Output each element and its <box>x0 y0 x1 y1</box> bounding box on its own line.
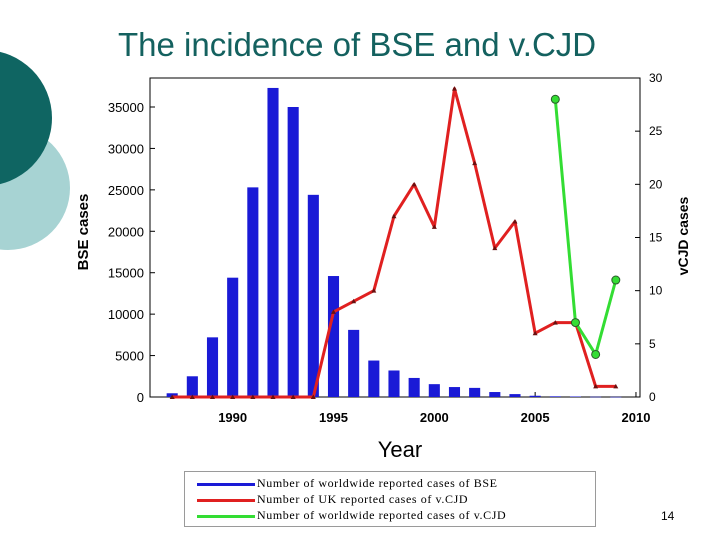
uk-vcjd-point <box>290 394 296 399</box>
world-vcjd-point <box>550 94 560 104</box>
bse-bar <box>428 384 440 397</box>
uk-vcjd-point <box>431 224 437 229</box>
y-left-tick-label: 0 <box>137 390 144 405</box>
bse-bar <box>287 107 299 397</box>
legend-item-uk-vcjd: Number of UK reported cases of v.CJD <box>185 492 595 508</box>
uk-vcjd-point <box>451 86 457 91</box>
bse-bar <box>227 277 239 397</box>
uk-vcjd-point <box>512 219 518 224</box>
legend-swatch-uk-vcjd <box>197 499 255 502</box>
uk-vcjd-point <box>472 160 478 166</box>
y-right-tick-label: 5 <box>649 337 656 351</box>
legend-label-world-vcjd: Number of worldwide reported cases of v.… <box>257 508 507 522</box>
y-left-tick-label: 25000 <box>108 183 144 198</box>
uk-vcjd-point <box>330 309 336 314</box>
bse-bar <box>590 396 602 398</box>
y-right-tick-label: 15 <box>649 231 663 245</box>
x-tick-label: 1990 <box>218 410 247 425</box>
uk-vcjd-point <box>230 394 236 399</box>
uk-vcjd-point <box>391 213 397 219</box>
legend-swatch-bse <box>197 483 255 486</box>
uk-vcjd-point <box>613 383 619 389</box>
y-right-tick-label: 0 <box>649 390 656 404</box>
world-vcjd-point <box>611 275 621 285</box>
bse-bar <box>307 194 319 397</box>
y-left-tick-label: 5000 <box>115 349 144 364</box>
uk-vcjd-point <box>593 383 599 389</box>
decor-dark-circle <box>0 51 52 185</box>
y-right-tick-label: 30 <box>649 71 663 85</box>
bse-bar <box>610 396 622 398</box>
bse-bar <box>368 360 380 397</box>
uk-vcjd-point <box>552 320 558 325</box>
legend-swatch-world-vcjd <box>197 515 255 518</box>
legend-item-world-vcjd: Number of worldwide reported cases of v.… <box>185 508 595 524</box>
bse-bar <box>327 276 340 397</box>
legend-label-bse: Number of worldwide reported cases of BS… <box>257 476 498 490</box>
y-left-tick-label: 30000 <box>108 141 144 156</box>
uk-vcjd-point <box>210 394 216 399</box>
bse-bar <box>489 392 501 397</box>
legend-item-bse: Number of worldwide reported cases of BS… <box>185 476 595 492</box>
bse-bar <box>247 187 259 397</box>
bse-bar <box>509 394 521 397</box>
uk-vcjd-point <box>532 330 538 336</box>
slide-title: The incidence of BSE and v.CJD <box>118 26 597 63</box>
uk-vcjd-point <box>270 394 276 399</box>
bse-bar <box>529 395 541 397</box>
y-axis-left-label: BSE cases <box>75 194 92 271</box>
uk-vcjd-point <box>351 298 357 304</box>
bse-bar <box>549 396 561 397</box>
uk-vcjd-point <box>310 394 316 399</box>
bse-bar <box>267 87 279 397</box>
right-axis: 0 5 10 15 20 25 30 <box>635 71 663 404</box>
bse-bar <box>569 396 582 398</box>
bse-bar <box>206 337 219 397</box>
chart: 0 5000 10000 15000 20000 25000 30000 35000 0 5 10… <box>75 71 691 462</box>
world-vcjd-point <box>570 318 580 328</box>
x-tick-label: 2005 <box>521 410 550 425</box>
uk-vcjd-point <box>189 394 195 399</box>
vcjd-lines <box>169 86 621 399</box>
uk-vcjd-line <box>172 87 616 399</box>
y-left-tick-label: 35000 <box>108 100 144 115</box>
legend-label-uk-vcjd: Number of UK reported cases of v.CJD <box>257 492 469 506</box>
y-axis-right-label: vCJD cases <box>675 196 691 275</box>
bse-bar <box>186 376 198 397</box>
uk-vcjd-point <box>411 181 417 187</box>
uk-vcjd-point <box>492 245 498 251</box>
uk-vcjd-point <box>250 394 256 399</box>
world-vcjd-line <box>553 99 618 356</box>
x-tick-label: 2010 <box>622 410 651 425</box>
y-left-tick-label: 10000 <box>108 307 144 322</box>
slide-decoration <box>0 51 70 250</box>
legend: Number of worldwide reported cases of BS… <box>184 471 596 527</box>
x-axis-label: Year <box>378 437 422 462</box>
bse-bar <box>469 387 481 397</box>
x-tick-label: 2000 <box>420 410 449 425</box>
y-left-tick-label: 20000 <box>108 224 144 239</box>
y-right-tick-label: 20 <box>649 177 663 191</box>
bse-bars <box>166 87 622 398</box>
y-right-tick-label: 10 <box>649 284 663 298</box>
uk-vcjd-point <box>169 394 175 399</box>
world-vcjd-point <box>591 349 601 359</box>
bse-bar <box>388 370 400 397</box>
uk-vcjd-point <box>371 288 377 293</box>
bse-bar <box>348 329 360 397</box>
bse-bar <box>408 377 420 397</box>
bse-bar <box>448 387 461 397</box>
y-right-tick-label: 25 <box>649 124 663 138</box>
x-tick-label: 1995 <box>319 410 348 425</box>
page-number: 14 <box>661 509 675 523</box>
y-left-tick-label: 15000 <box>108 266 144 281</box>
left-axis: 0 5000 10000 15000 20000 25000 30000 35000 <box>108 100 155 405</box>
